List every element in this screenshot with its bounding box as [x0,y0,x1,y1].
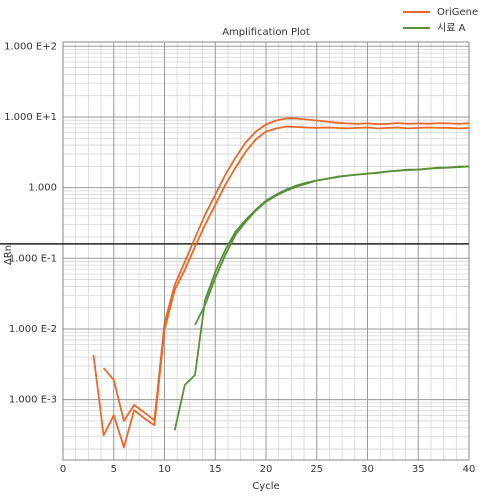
y-tick-label: 1.000 E-3 [9,395,57,406]
x-tick-label: 5 [111,464,117,475]
y-tick-label: 1.000 E+2 [4,41,57,52]
amplification-curve [102,117,470,422]
x-tick-label: 35 [412,464,425,475]
x-tick-label: 40 [463,464,476,475]
legend-label: 시료 A [437,22,466,34]
y-tick-label: 1.000 [28,183,57,194]
amplification-curve [173,165,469,431]
y-axis-label: ΔRn [3,245,14,265]
x-tick-label: 15 [209,464,222,475]
plot-border [62,41,470,461]
chart-title: Amplification Plot [222,27,310,38]
y-tick-label: 1.000 E+1 [4,112,57,123]
legend-label: OriGene [437,7,478,18]
amplification-curve [194,165,470,326]
x-tick-label: 30 [361,464,374,475]
y-tick-label: 1.000 E-2 [9,324,57,335]
x-tick-label: 25 [310,464,323,475]
x-tick-label: 20 [260,464,273,475]
x-axis-label: Cycle [252,481,279,492]
y-tick-label: 1.000 E-1 [9,253,57,264]
x-tick-label: 0 [60,464,66,475]
x-tick-label: 10 [158,464,171,475]
